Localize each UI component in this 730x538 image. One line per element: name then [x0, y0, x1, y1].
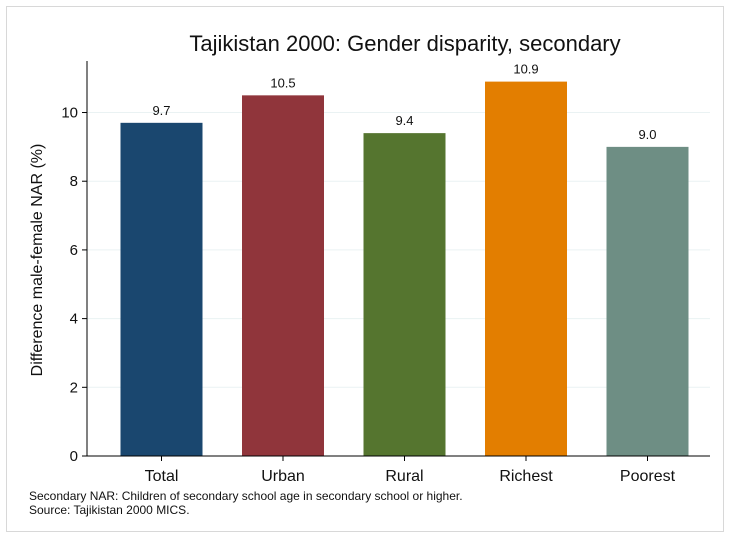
bar-poorest — [606, 146, 689, 456]
y-tick-label: 8 — [70, 173, 78, 190]
footnote-source: Source: Tajikistan 2000 MICS. — [29, 503, 190, 517]
x-tick-label: Total — [145, 468, 179, 485]
y-tick-label: 10 — [61, 105, 78, 122]
y-tick-label: 4 — [70, 311, 78, 328]
bar-richest — [485, 81, 567, 456]
value-labels: 9.7 10.5 9.4 10.9 9.0 — [152, 62, 656, 142]
footnote-definition: Secondary NAR: Children of secondary sch… — [29, 489, 463, 503]
value-label: 9.0 — [638, 127, 656, 142]
y-tick-label: 2 — [70, 379, 78, 396]
chart-title: Tajikistan 2000: Gender disparity, secon… — [189, 31, 620, 56]
y-tick-label: 0 — [70, 448, 78, 465]
bar-rural — [363, 133, 446, 456]
x-tick-label: Urban — [261, 468, 305, 485]
y-axis: 0 2 4 6 8 10 — [61, 61, 88, 465]
y-tick-label: 6 — [70, 242, 78, 259]
value-label: 10.9 — [513, 62, 538, 77]
value-label: 9.4 — [395, 113, 413, 128]
bars — [120, 81, 689, 457]
bar-total — [120, 122, 203, 457]
bar-urban — [242, 95, 324, 456]
y-axis-label: Difference male-female NAR (%) — [29, 144, 46, 377]
value-label: 10.5 — [270, 75, 295, 90]
x-axis: Total Urban Rural Richest Poorest — [87, 455, 710, 485]
x-tick-label: Richest — [499, 468, 553, 485]
value-label: 9.7 — [152, 103, 170, 118]
x-tick-label: Poorest — [620, 468, 676, 485]
x-tick-label: Rural — [385, 468, 423, 485]
